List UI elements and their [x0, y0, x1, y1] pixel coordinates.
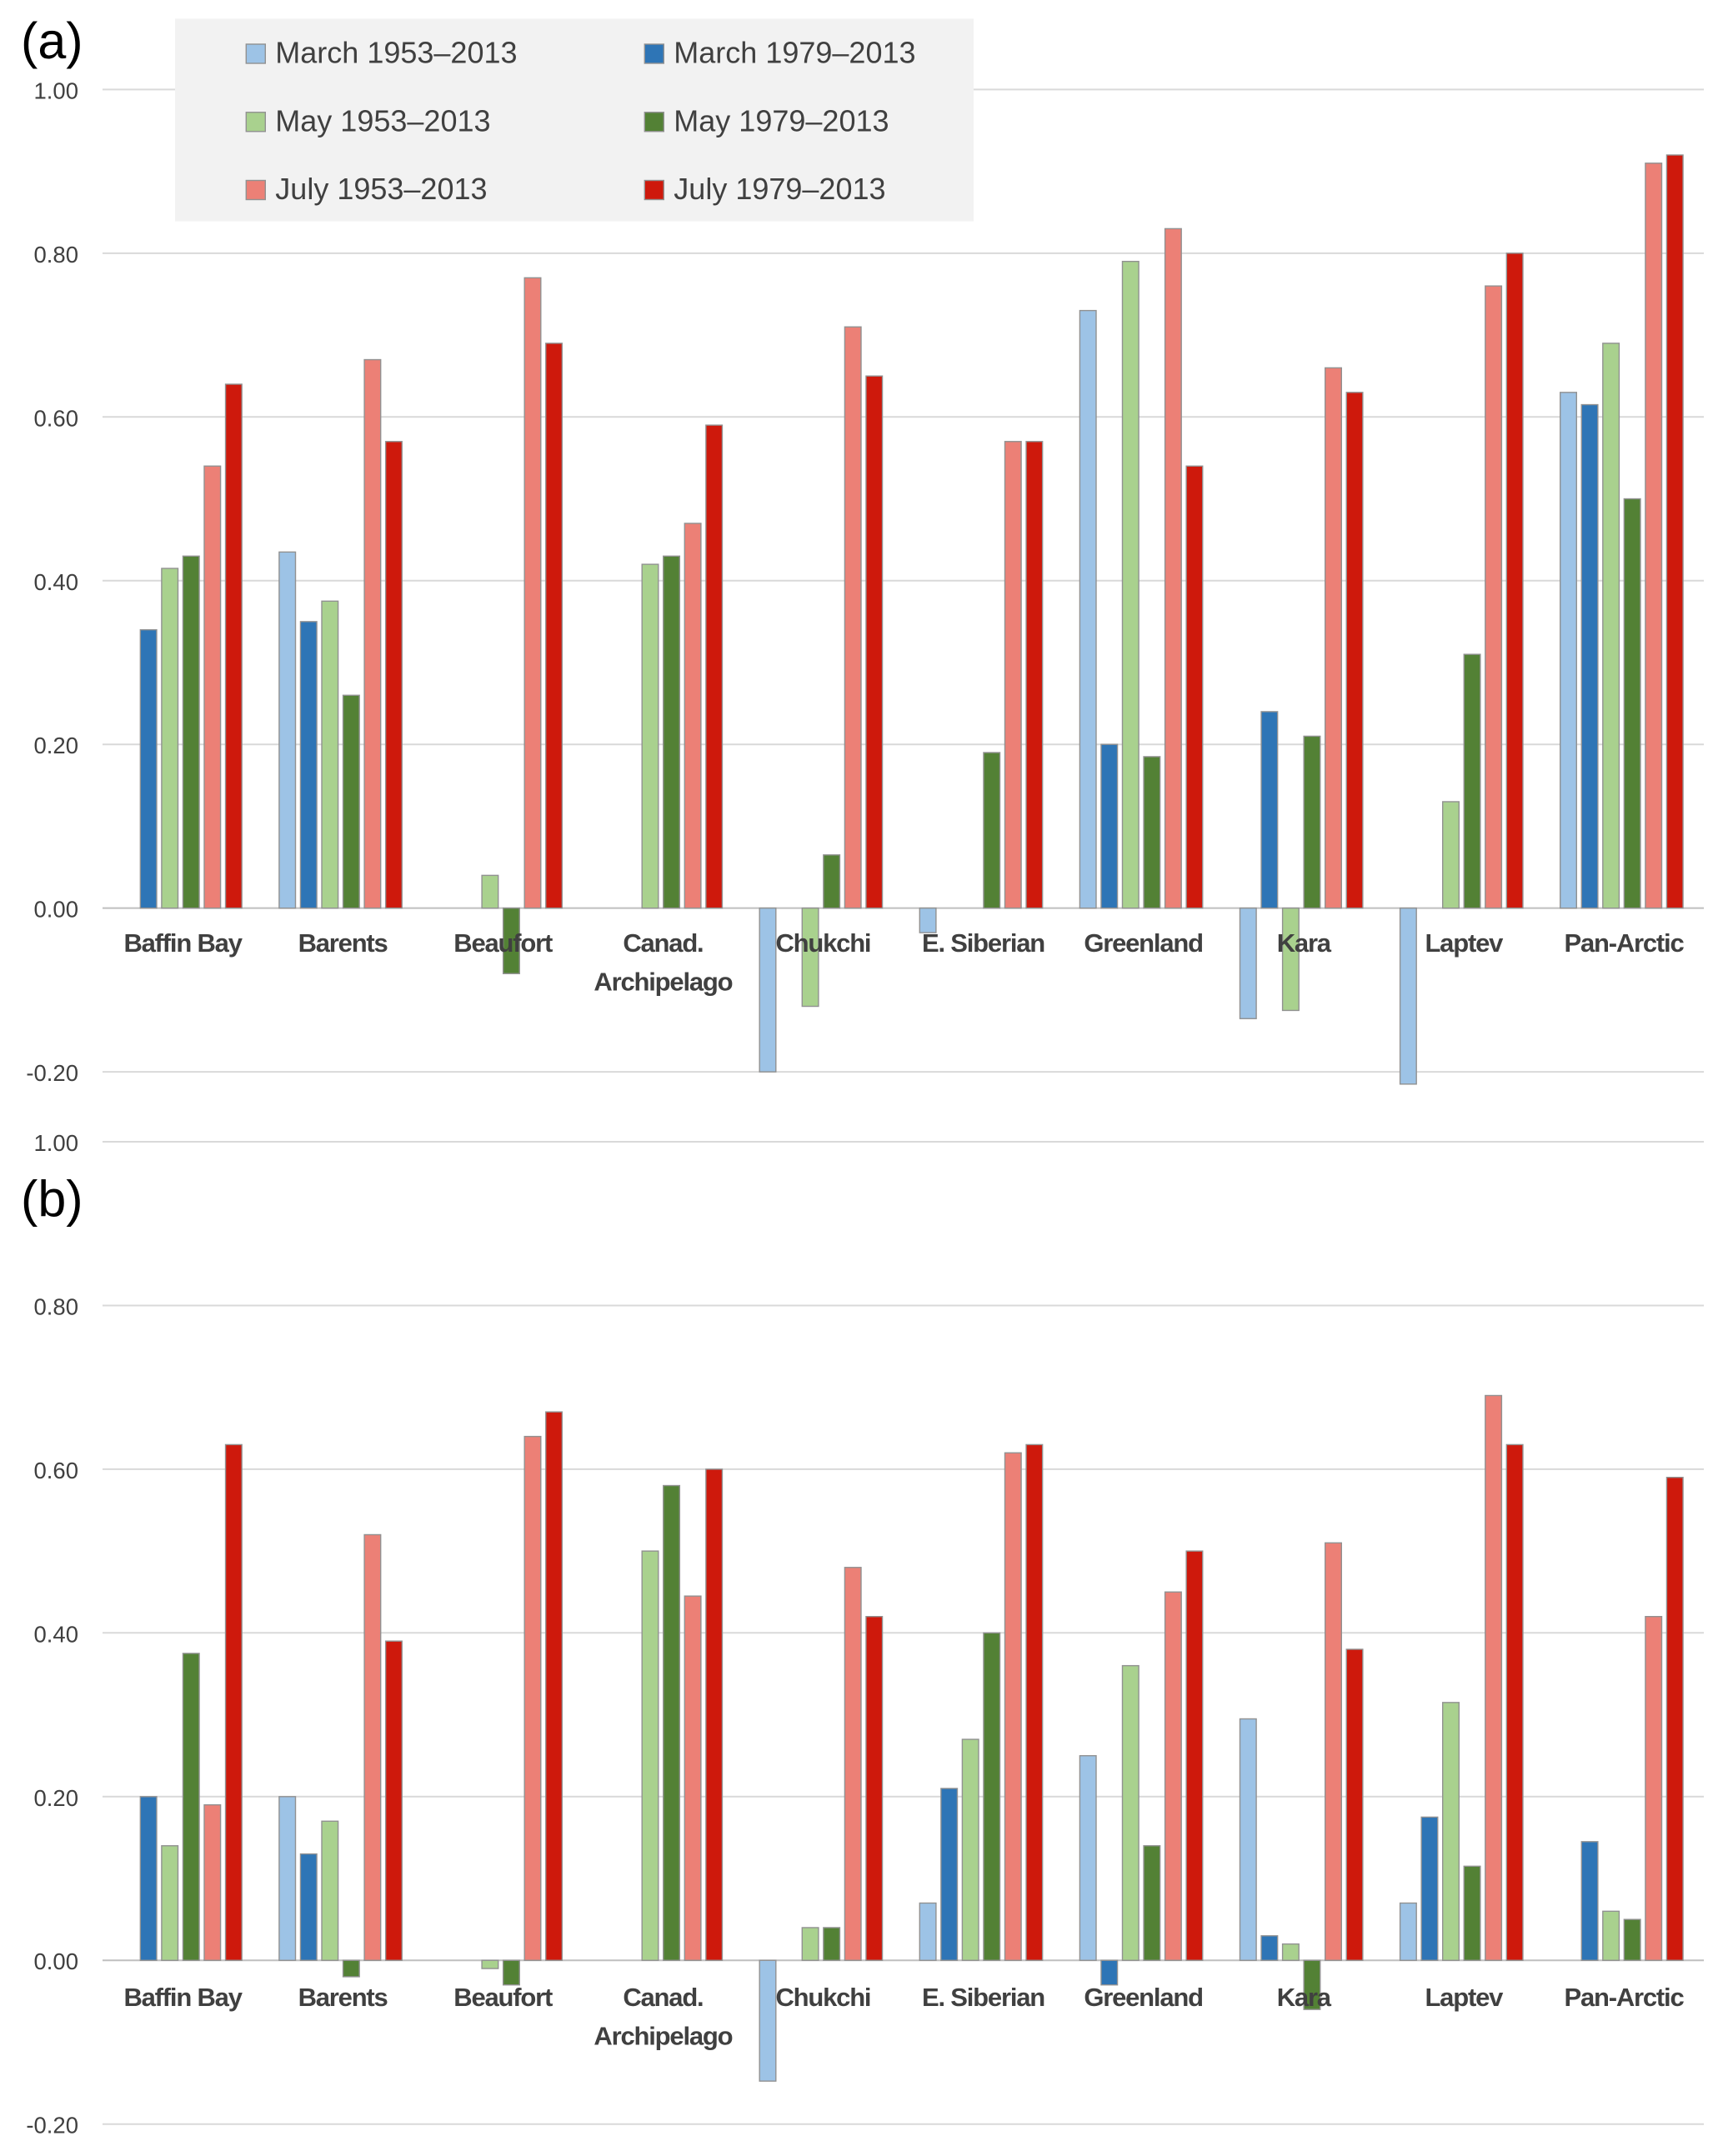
svg-text:Beaufort: Beaufort: [453, 928, 553, 958]
svg-text:Baffin Bay: Baffin Bay: [123, 928, 243, 958]
svg-text:Baffin Bay: Baffin Bay: [123, 1983, 243, 2012]
svg-text:0.00: 0.00: [33, 897, 78, 923]
svg-text:Kara: Kara: [1277, 1983, 1332, 2012]
svg-text:0.80: 0.80: [33, 1294, 78, 1320]
svg-text:Greenland: Greenland: [1084, 1983, 1203, 2012]
svg-text:Laptev: Laptev: [1425, 1983, 1504, 2012]
svg-text:Barents: Barents: [298, 928, 388, 958]
svg-text:(a): (a): [21, 13, 83, 69]
svg-text:Chukchi: Chukchi: [775, 928, 870, 958]
svg-text:Chukchi: Chukchi: [775, 1983, 870, 2012]
svg-text:Beaufort: Beaufort: [453, 1983, 553, 2012]
svg-text:Laptev: Laptev: [1425, 928, 1504, 958]
svg-text:0.40: 0.40: [33, 569, 78, 595]
svg-text:E. Siberian: E. Siberian: [922, 1983, 1044, 2012]
svg-text:0.60: 0.60: [33, 1458, 78, 1483]
svg-text:Pan-Arctic: Pan-Arctic: [1564, 928, 1684, 958]
svg-text:March 1953–2013: March 1953–2013: [275, 36, 517, 70]
svg-text:0.00: 0.00: [33, 1948, 78, 1974]
svg-text:May 1953–2013: May 1953–2013: [275, 103, 490, 138]
svg-text:(b): (b): [21, 1171, 83, 1228]
svg-text:Archipelago: Archipelago: [594, 2021, 732, 2050]
svg-text:Barents: Barents: [298, 1983, 388, 2012]
svg-text:Greenland: Greenland: [1084, 928, 1203, 958]
svg-text:1.00: 1.00: [33, 1130, 78, 1156]
svg-text:0.20: 0.20: [33, 733, 78, 758]
svg-text:July 1979–2013: July 1979–2013: [674, 172, 885, 206]
svg-text:1.00: 1.00: [33, 78, 78, 103]
svg-text:Archipelago: Archipelago: [594, 968, 732, 997]
svg-text:Pan-Arctic: Pan-Arctic: [1564, 1983, 1684, 2012]
svg-text:Canad.: Canad.: [623, 928, 703, 958]
svg-text:0.60: 0.60: [33, 405, 78, 431]
svg-text:-0.20: -0.20: [26, 2113, 78, 2138]
svg-text:0.40: 0.40: [33, 1621, 78, 1647]
svg-text:May 1979–2013: May 1979–2013: [674, 103, 889, 138]
svg-text:0.80: 0.80: [33, 242, 78, 268]
svg-text:July 1953–2013: July 1953–2013: [275, 172, 487, 206]
svg-text:Canad.: Canad.: [623, 1983, 703, 2012]
svg-text:Kara: Kara: [1277, 928, 1332, 958]
svg-text:0.20: 0.20: [33, 1785, 78, 1811]
svg-text:-0.20: -0.20: [26, 1060, 78, 1086]
svg-text:March 1979–2013: March 1979–2013: [674, 36, 915, 70]
svg-text:E. Siberian: E. Siberian: [922, 928, 1044, 958]
